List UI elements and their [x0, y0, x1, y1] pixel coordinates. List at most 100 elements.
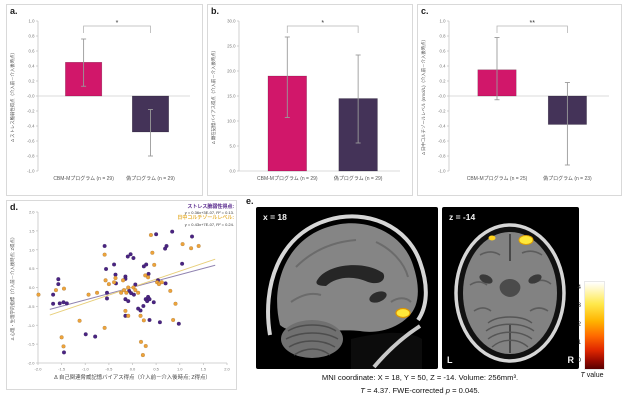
svg-text:-0.0: -0.0: [27, 94, 35, 99]
svg-text:0.0: 0.0: [29, 285, 35, 290]
legend-equation-cortisol: y = 0.43x+7E-07, R² = 0.24.: [184, 221, 234, 227]
right-hemisphere-marker: R: [567, 355, 575, 365]
panel-c-card: c. -1.0 -0.8 -0.6 -0.4 -0.2 -0.0 0.2 0.4 0.6 0.8 1…: [417, 4, 622, 196]
t-value-colorbar: [584, 281, 605, 370]
mni-caption: MNI coordinate: X = 18, Y = 50, Z = -14.…: [256, 371, 584, 397]
svg-text:-1.0: -1.0: [28, 323, 36, 328]
panel-a-bar-chart: -1.0 -0.8 -0.6 -0.4 -0.2 -0.0 0.2 0.4 0.6 0.8 1.0 C…: [7, 5, 202, 195]
svg-text:-0.0: -0.0: [438, 94, 446, 99]
svg-text:0.0: 0.0: [130, 367, 136, 372]
svg-text:Δ 日中コルチゾールレベル (nmol/L)（介入前－介入後: Δ 日中コルチゾールレベル (nmol/L)（介入前－介入後時点）: [420, 37, 427, 155]
colorbar-title: T value: [580, 372, 604, 379]
svg-text:1.5: 1.5: [29, 228, 35, 233]
svg-text:20.0: 20.0: [227, 69, 236, 74]
cerebellum-folia-lines: [285, 324, 339, 356]
colorbar-tick: 3: [577, 302, 581, 310]
cortical-sulci: [290, 239, 412, 303]
svg-text:30.0: 30.0: [227, 19, 236, 24]
svg-text:-0.5: -0.5: [28, 304, 36, 309]
svg-text:CBM-Mプログラム (n = 29): CBM-Mプログラム (n = 29): [257, 175, 318, 182]
svg-text:5.0: 5.0: [230, 144, 237, 149]
panel-d-label: d.: [10, 202, 18, 212]
activation-blob-axial-right: [518, 235, 534, 245]
panel-b-card: b. 0.0 5.0 10.0 15.0 20.0 25.0 30.0 CBM-Mプログラム …: [207, 4, 413, 196]
svg-text:CBM-Mプログラム (n = 25): CBM-Mプログラム (n = 25): [467, 175, 528, 182]
svg-text:偽プログラム (n = 29): 偽プログラム (n = 29): [334, 175, 383, 182]
svg-text:-0.4: -0.4: [27, 124, 35, 129]
svg-text:-1.0: -1.0: [27, 169, 35, 174]
svg-text:偽プログラム (n = 29): 偽プログラム (n = 29): [126, 175, 175, 182]
svg-text:0.5: 0.5: [153, 367, 159, 372]
panel-d-scatter-chart: -2.0 -1.5 -1.0 -0.5 0.0 0.5 1.0 1.5 2.0 -2.0 -1.5 -…: [7, 201, 236, 389]
svg-text:-0.6: -0.6: [27, 139, 35, 144]
legend-series-cortisol: 日中コルチゾールレベル:: [177, 215, 234, 222]
colorbar-tick: 0: [577, 357, 581, 364]
left-hemisphere-marker: L: [447, 355, 453, 365]
svg-text:-1.5: -1.5: [58, 367, 66, 372]
svg-text:Δ 心理・生理学的指標（介入前－介入後時点; Z得点）: Δ 心理・生理学的指標（介入前－介入後時点; Z得点）: [9, 235, 16, 341]
panel-c-bar-chart: -1.0 -0.8 -0.6 -0.4 -0.2 -0.0 0.2 0.4 0.6 0.8 1.0 C…: [418, 5, 621, 195]
cortical-sulci: [469, 250, 552, 312]
colorbar-tick: 2: [577, 320, 581, 328]
svg-text:-1.5: -1.5: [28, 342, 36, 347]
svg-text:0.4: 0.4: [440, 64, 447, 69]
panel-c-label: c.: [421, 6, 429, 16]
svg-text:-0.5: -0.5: [105, 367, 113, 372]
svg-text:0.6: 0.6: [29, 49, 36, 54]
svg-text:-0.8: -0.8: [438, 154, 446, 159]
svg-text:15.0: 15.0: [227, 94, 236, 99]
panel-a-label: a.: [10, 6, 18, 16]
caption-line-1: MNI coordinate: X = 18, Y = 50, Z = -14.…: [321, 373, 519, 382]
svg-text:25.0: 25.0: [227, 44, 236, 49]
activation-blob-sagittal: [395, 307, 411, 319]
skull-outline: [266, 214, 428, 336]
scatter-legend: ストレス脆弱性得点: y = 0.36x+3E-07, R² = 0.13. 日…: [177, 204, 234, 227]
svg-text:10.0: 10.0: [227, 119, 236, 124]
axial-brain-art: [454, 223, 566, 363]
sagittal-mri-image: x = 18: [256, 207, 438, 369]
temporal-horn-left: [479, 274, 493, 284]
colorbar-tick: 4: [577, 284, 581, 291]
panel-b-label: b.: [211, 6, 219, 16]
svg-text:1.0: 1.0: [177, 367, 183, 372]
corpus-callosum-dark-region: [316, 265, 385, 286]
panel-b-bar-chart: 0.0 5.0 10.0 15.0 20.0 25.0 30.0 CBM-Mプログラム (n …: [208, 5, 412, 195]
svg-text:0.2: 0.2: [440, 79, 447, 84]
svg-text:**: **: [529, 20, 535, 27]
svg-text:CBM-Mプログラム (n = 29): CBM-Mプログラム (n = 29): [53, 175, 114, 182]
svg-text:0.5: 0.5: [29, 266, 35, 271]
svg-text:1.5: 1.5: [201, 367, 207, 372]
legend-equation-stress: y = 0.36x+3E-07, R² = 0.13.: [184, 210, 234, 216]
svg-text:Δ ストレス脆弱性得点（介入前－介入後時点）: Δ ストレス脆弱性得点（介入前－介入後時点）: [9, 50, 16, 142]
activation-blob-axial-left: [488, 235, 496, 241]
svg-text:-0.8: -0.8: [27, 154, 35, 159]
svg-text:0.8: 0.8: [440, 34, 447, 39]
svg-text:-2.0: -2.0: [35, 367, 43, 372]
svg-text:2.0: 2.0: [29, 210, 35, 215]
svg-text:1.0: 1.0: [29, 19, 36, 24]
midbrain: [499, 279, 521, 297]
skull-base-bright-band: [372, 324, 422, 369]
svg-text:Δ 顕在記憶バイアス得点（介入前－介入後時点）: Δ 顕在記憶バイアス得点（介入前－介入後時点）: [210, 48, 217, 144]
svg-text:-1.0: -1.0: [82, 367, 90, 372]
svg-text:-2.0: -2.0: [28, 361, 36, 366]
svg-text:0.2: 0.2: [29, 79, 36, 84]
axial-coordinate-label: z = -14: [449, 212, 476, 222]
svg-text:-0.2: -0.2: [27, 109, 35, 114]
axial-mri-image: z = -14 L R: [442, 207, 579, 369]
panel-d-card: d. -2.0 -1.5 -1.0 -0.5 0.0 0.5 1.0 1.5 2.0 -2.0 -1…: [6, 200, 237, 390]
svg-text:1.0: 1.0: [440, 19, 447, 24]
sagittal-brain-art: [266, 214, 428, 369]
svg-text:*: *: [116, 20, 119, 27]
cerebellum-folia-lines: [485, 316, 535, 348]
panel-a-card: a. -1.0 -0.8 -0.6 -0.4 -0.2 -0.0 0.2 0.4 0.6 0.8 1…: [6, 4, 203, 196]
svg-text:1.0: 1.0: [29, 247, 35, 252]
svg-text:Δ 自己関連脅威記憶バイアス得点（介入前－介入後時点; Z得: Δ 自己関連脅威記憶バイアス得点（介入前－介入後時点; Z得点）: [54, 373, 211, 381]
svg-text:0.6: 0.6: [440, 49, 447, 54]
svg-text:-0.4: -0.4: [438, 124, 446, 129]
cerebellum: [281, 320, 343, 358]
caption-line-2: T = 4.37. FWE-corrected p = 0.045.: [360, 386, 480, 395]
panel-e-label: e.: [246, 196, 254, 206]
colorbar-tick-labels: 4 3 2 1 0: [566, 284, 581, 364]
